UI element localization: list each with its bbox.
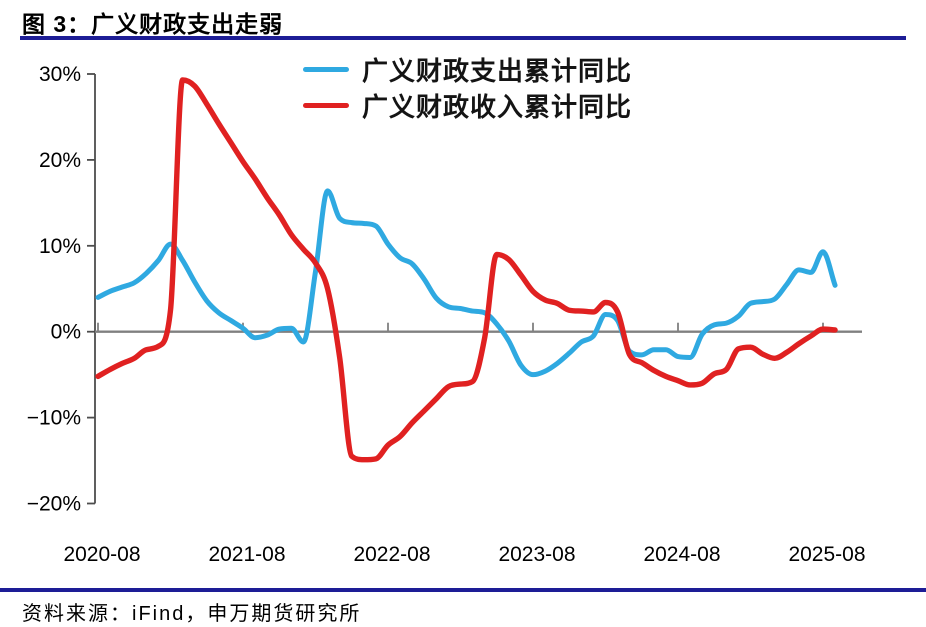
expenditure-line-swatch [303, 67, 349, 72]
x-tick-label: 2021-08 [208, 543, 285, 566]
y-tick-label: 0% [51, 321, 81, 344]
legend-label-expenditure: 广义财政支出累计同比 [362, 56, 633, 86]
y-tick-label: 30% [39, 63, 81, 86]
x-tick-label: 2020-08 [63, 543, 140, 566]
x-tick-label: 2024-08 [643, 543, 720, 566]
y-tick-label: 10% [39, 235, 81, 258]
revenue-line [95, 77, 838, 463]
legend-label-revenue: 广义财政收入累计同比 [362, 92, 633, 122]
chart-legend: 广义财政支出累计同比 广义财政收入累计同比 [303, 54, 632, 126]
x-tick-label: 2022-08 [353, 543, 430, 566]
y-tick-label: −20% [27, 493, 81, 516]
page-title: 图 3：广义财政支出走弱 [22, 11, 284, 37]
x-tick-label: 2023-08 [498, 543, 575, 566]
data-source-note: 资料来源：iFind，申万期货研究所 [22, 603, 362, 625]
expenditure-line [95, 188, 838, 378]
y-tick-label: −10% [27, 407, 81, 430]
y-tick-label: 20% [39, 149, 81, 172]
revenue-line-swatch [303, 103, 349, 108]
legend-item-expenditure: 广义财政支出累计同比 [303, 54, 633, 86]
footer-rule [0, 588, 926, 592]
title-underline-rule [20, 36, 906, 40]
x-tick-label: 2025-08 [788, 543, 865, 566]
legend-item-revenue: 广义财政收入累计同比 [303, 90, 633, 122]
